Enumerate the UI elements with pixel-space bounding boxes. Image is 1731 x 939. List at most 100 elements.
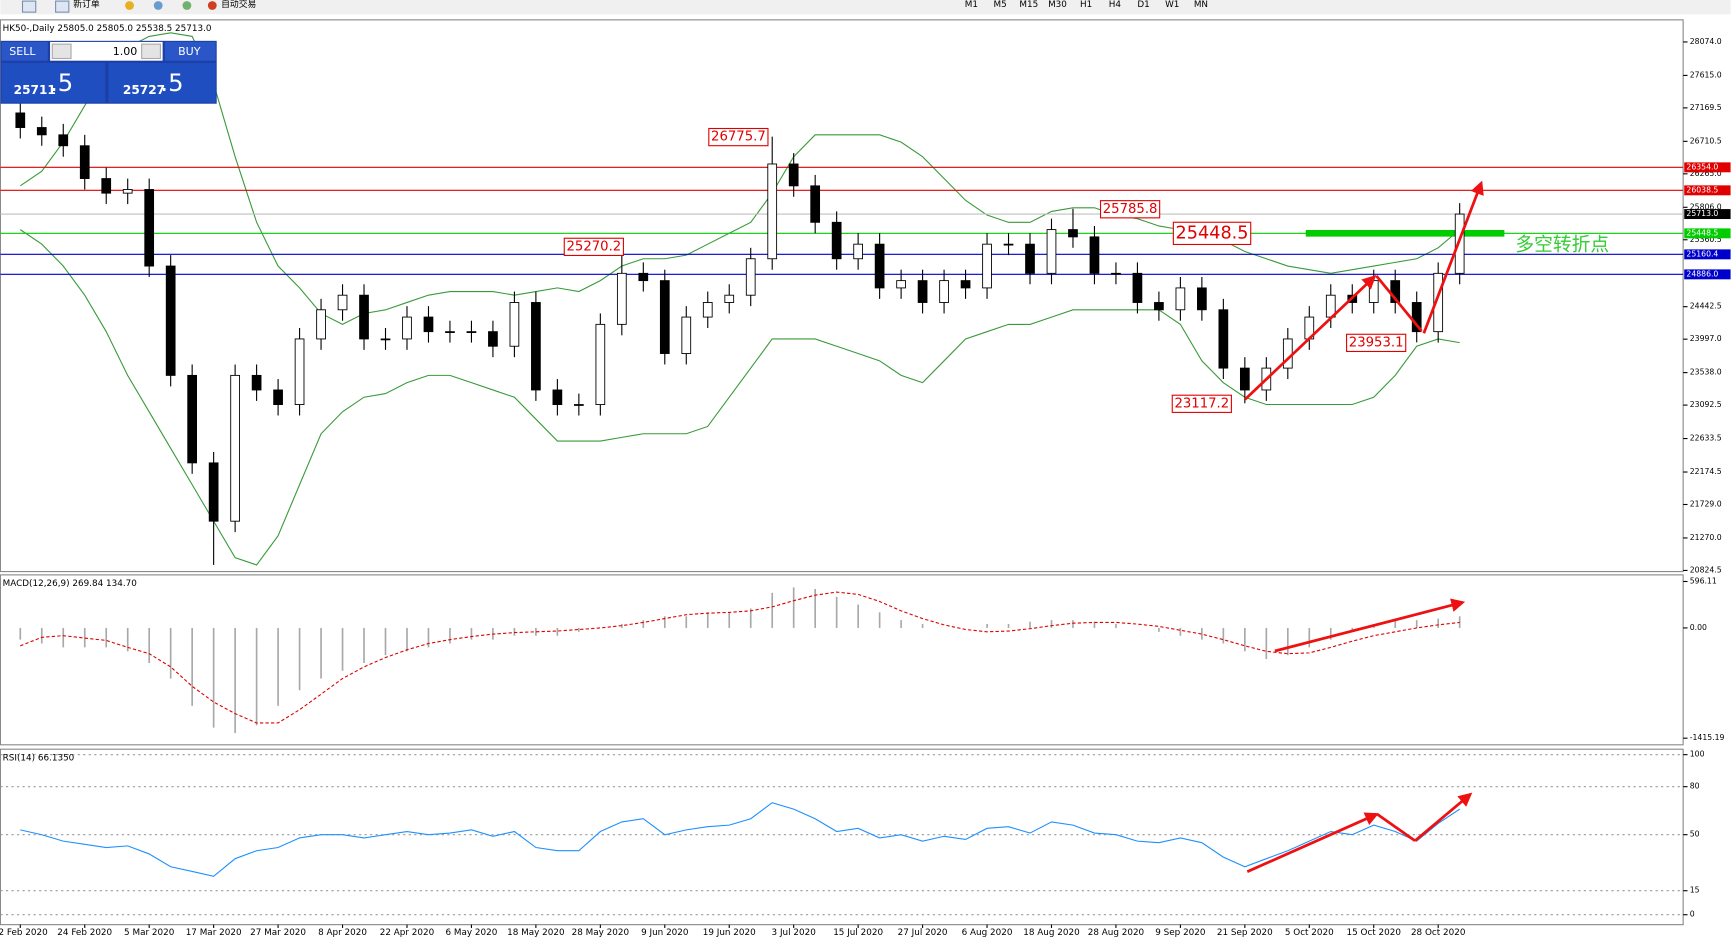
candle-body	[488, 331, 498, 347]
price-annotation: 26775.7	[711, 130, 766, 145]
candle-body	[337, 294, 348, 311]
level-tag-label: 25160.4	[1686, 249, 1718, 258]
candle-body	[1368, 280, 1379, 303]
tool-icon[interactable]	[182, 1, 192, 10]
y-tick-label: 28074.0	[1690, 37, 1722, 46]
price-annotation: 25448.5	[1176, 223, 1249, 243]
price-annotation: 25785.8	[1103, 202, 1158, 217]
y-tick-label: 20824.5	[1690, 565, 1722, 574]
period-button[interactable]: W1	[1165, 0, 1179, 10]
candle-body	[724, 294, 735, 303]
period-button[interactable]: M1	[965, 0, 978, 10]
x-tick-label: 18 May 2020	[507, 928, 565, 938]
level-tag-label: 26354.0	[1686, 162, 1718, 171]
y-tick-label: 80	[1690, 782, 1700, 791]
x-tick-label: 9 Jun 2020	[641, 928, 689, 938]
buy-price-box[interactable]	[108, 62, 216, 103]
candle-body	[36, 127, 47, 136]
arrow	[1274, 598, 1466, 653]
panel-title: HK50-,Daily 25805.0 25805.0 25538.5 2571…	[3, 24, 212, 34]
period-button[interactable]: H4	[1109, 0, 1122, 10]
candle-body	[58, 134, 69, 147]
auto-trade[interactable]: 自动交易	[221, 0, 256, 10]
candle-body	[1454, 213, 1465, 274]
candle-body	[466, 331, 477, 333]
x-tick-label: 17 Mar 2020	[186, 928, 242, 938]
annotation-box	[1099, 200, 1161, 219]
macd-signal	[20, 591, 1460, 724]
new-order-icon[interactable]	[55, 0, 70, 13]
arrow	[1375, 274, 1423, 332]
y-tick-label: 596.11	[1690, 576, 1717, 585]
price-panel	[0, 19, 1684, 573]
arrow	[1376, 813, 1416, 842]
trade-panel: SELL 1.00 BUY 25711 .5 25727 .5	[0, 40, 217, 104]
sell-button[interactable]	[1, 41, 48, 61]
x-tick-label: 15 Oct 2020	[1346, 928, 1401, 938]
trend-arrows	[1244, 180, 1484, 873]
candle-body	[1175, 287, 1186, 311]
candle-body	[122, 189, 133, 194]
y-tick-label: 22174.5	[1690, 467, 1722, 476]
plots: 26775.7 25270.2 25785.8 23117.2 23953.1 25448…	[0, 32, 1684, 928]
tool-icon[interactable]	[153, 1, 163, 10]
panel-title: MACD(12,26,9) 269.84 134.70	[3, 579, 138, 589]
candle-body	[1282, 338, 1293, 369]
period-button[interactable]: MN	[1194, 0, 1208, 10]
period-button[interactable]: M5	[994, 0, 1007, 10]
y-tick-label: 26710.5	[1690, 136, 1722, 145]
annotation-box	[1172, 221, 1252, 246]
candle-body	[1003, 243, 1014, 246]
auto-trade-icon[interactable]	[207, 1, 217, 10]
buy-label[interactable]: BUY	[178, 45, 201, 58]
y-tick-label: 21729.0	[1690, 499, 1722, 508]
x-tick-label: 28 Oct 2020	[1411, 928, 1466, 938]
candle-body	[15, 112, 26, 128]
period-button[interactable]: M30	[1048, 0, 1067, 10]
candle-body	[767, 163, 778, 260]
candle-body	[810, 185, 821, 223]
x-tick-label: 3 Jul 2020	[772, 928, 817, 938]
period-button[interactable]: H1	[1080, 0, 1092, 10]
candle-body	[402, 316, 412, 340]
tool-icon[interactable]	[21, 0, 37, 13]
y-tick-label: 23092.5	[1690, 400, 1722, 409]
tool-icon[interactable]	[125, 1, 134, 10]
period-button[interactable]: D1	[1137, 0, 1149, 10]
sell-label[interactable]: SELL	[9, 45, 36, 58]
x-tick-label: 22 Apr 2020	[380, 928, 435, 938]
x-tick-label: 24 Feb 2020	[57, 928, 112, 938]
y-tick-label: 0	[1690, 910, 1695, 919]
candle-body	[208, 462, 219, 522]
lot-field[interactable]	[50, 41, 163, 61]
new-order[interactable]: 新订单	[73, 0, 100, 10]
candle-body	[1111, 272, 1121, 275]
candle-body	[616, 272, 627, 325]
buy-button[interactable]	[164, 41, 216, 61]
x-tick-label: 5 Mar 2020	[124, 928, 175, 938]
candle-body	[531, 302, 541, 391]
y-tick-label: 26265.0	[1690, 169, 1722, 178]
candle-body	[445, 331, 455, 333]
candle-body	[745, 258, 756, 296]
candle-body	[1218, 309, 1229, 369]
sell-price-box[interactable]	[1, 62, 106, 103]
arrow	[1246, 812, 1379, 873]
y-tick-label: 23997.0	[1690, 334, 1722, 343]
lot-up[interactable]	[141, 43, 161, 60]
sell-price-fraction[interactable]: .5	[50, 68, 73, 97]
candle-body	[853, 243, 863, 260]
lot-value[interactable]: 1.00	[113, 45, 138, 58]
period-button[interactable]: M15	[1019, 0, 1038, 10]
x-tick-label: 12 Feb 2020	[0, 928, 48, 938]
arrow	[1414, 792, 1473, 842]
rsi-panel	[0, 748, 1684, 926]
sell-price[interactable]: 25711	[14, 83, 56, 97]
x-tick-label: 21 Sep 2020	[1217, 928, 1273, 938]
candle-body	[574, 404, 584, 406]
buy-price[interactable]: 25727	[123, 83, 165, 97]
y-tick-label: 25360.5	[1690, 235, 1722, 244]
candle-body	[251, 374, 262, 391]
lot-down[interactable]	[51, 43, 72, 60]
buy-price-fraction[interactable]: .5	[160, 68, 183, 97]
